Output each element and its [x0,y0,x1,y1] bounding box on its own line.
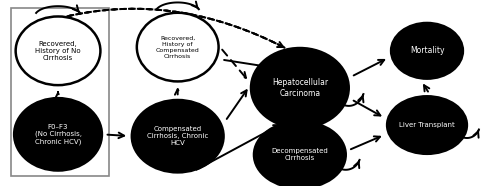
Text: Decompensated
Cirrhosis: Decompensated Cirrhosis [272,148,328,161]
Ellipse shape [254,121,346,187]
Text: Compensated
Cirrhosis, Chronic
HCV: Compensated Cirrhosis, Chronic HCV [147,126,208,146]
Ellipse shape [132,100,224,172]
Ellipse shape [14,98,102,171]
Ellipse shape [387,96,467,154]
Text: Recovered,
History of
Compensated
Cirrhosis: Recovered, History of Compensated Cirrho… [156,36,200,59]
Text: Mortality: Mortality [410,46,444,55]
Text: Recovered,
History of No
Cirrhosis: Recovered, History of No Cirrhosis [35,41,81,61]
Text: Hepatocellular
Carcinoma: Hepatocellular Carcinoma [272,78,328,98]
Ellipse shape [391,23,463,79]
Text: Liver Transplant: Liver Transplant [399,122,455,128]
Text: F0–F3
(No Cirrhosis,
Chronic HCV): F0–F3 (No Cirrhosis, Chronic HCV) [34,124,82,145]
FancyBboxPatch shape [10,8,109,176]
Ellipse shape [137,13,218,81]
Ellipse shape [16,16,100,85]
Ellipse shape [251,48,348,128]
